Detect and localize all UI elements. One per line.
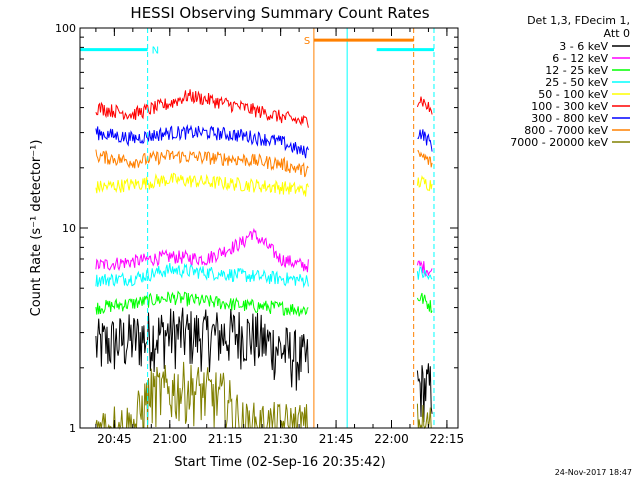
x-tick-label-1: 21:00 [152, 432, 187, 446]
series-trace-7-0 [95, 149, 309, 178]
series-trace-4-0 [95, 172, 309, 197]
y-axis-label: Count Rate (s⁻¹ detector⁻¹) [29, 140, 44, 317]
x-tick-label-4: 21:45 [319, 432, 354, 446]
series-trace-2-0 [95, 290, 309, 317]
x-axis-label: Start Time (02-Sep-16 20:35:42) [174, 455, 385, 470]
flag-label-0: N [152, 46, 159, 57]
x-tick-label-2: 21:15 [208, 432, 243, 446]
series-4 [95, 172, 433, 197]
series-trace-0-1 [416, 363, 433, 423]
series-trace-1-0 [95, 227, 309, 273]
series-trace-0-0 [95, 307, 309, 391]
series-3 [95, 262, 433, 289]
flag-label-1: S [304, 36, 310, 47]
legend-label-2: 12 - 25 keV [545, 64, 608, 77]
series-trace-5-0 [95, 89, 309, 128]
legend-label-1: 6 - 12 keV [552, 52, 608, 65]
legend-label-8: 7000 - 20000 keV [510, 136, 608, 149]
series-trace-6-1 [417, 129, 433, 152]
x-tick-label-5: 22:00 [374, 432, 409, 446]
series-6 [95, 124, 433, 159]
x-tick-label-3: 21:30 [263, 432, 298, 446]
series-1 [95, 227, 433, 278]
legend-label-0: 3 - 6 keV [559, 40, 608, 53]
series-0 [95, 307, 433, 423]
series-trace-3-0 [95, 262, 309, 289]
x-tick-label-6: 22:15 [430, 432, 465, 446]
plot-area: NS [80, 28, 435, 430]
series-trace-7-1 [417, 150, 433, 168]
legend-label-3: 25 - 50 keV [545, 76, 608, 89]
chart-title: HESSI Observing Summary Count Rates [130, 4, 429, 22]
series-2 [95, 290, 433, 317]
y-tick-label-2: 100 [55, 22, 76, 35]
legend-label-6: 300 - 800 keV [531, 112, 608, 125]
series-trace-4-1 [416, 174, 433, 192]
x-axis-ticks: 20:45 21:00 21:15 21:30 21:45 22:00 22:15 [95, 28, 465, 446]
y-tick-label-1: 10 [62, 222, 76, 235]
y-axis-ticks: 1 10 100 [55, 22, 458, 435]
series-trace-6-0 [95, 124, 309, 159]
legend-label-5: 100 - 300 keV [531, 100, 608, 113]
legend-header-line-2: Att 0 [604, 27, 630, 40]
legend-label-7: 800 - 7000 keV [524, 124, 608, 137]
series-7 [95, 149, 433, 178]
series-trace-2-1 [416, 292, 433, 313]
series-trace-3-1 [416, 265, 433, 281]
series-8 [95, 361, 433, 430]
y-tick-label-0: 1 [69, 422, 76, 435]
plot-frame [79, 27, 459, 429]
legend-header-line-1: Det 1,3, FDecim 1, [527, 14, 630, 27]
series-5 [95, 89, 433, 128]
footer-date: 24-Nov-2017 18:47 [555, 468, 632, 477]
series-trace-8-1 [416, 403, 433, 430]
series-trace-8-0 [95, 361, 309, 430]
legend-label-4: 50 - 100 keV [538, 88, 608, 101]
x-tick-label-0: 20:45 [97, 432, 132, 446]
series-trace-5-1 [416, 96, 433, 115]
